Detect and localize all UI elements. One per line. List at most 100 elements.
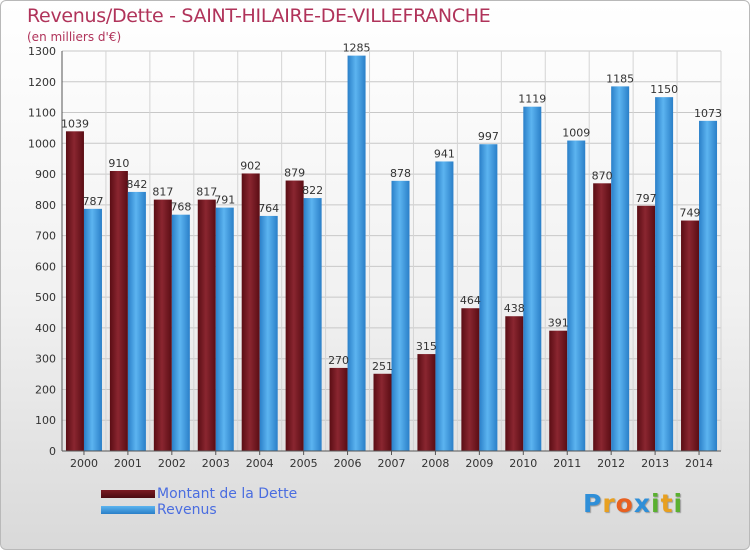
data-label-dette: 902 (240, 159, 261, 172)
x-tick-label: 2006 (334, 457, 362, 470)
data-label-revenus: 822 (302, 184, 323, 197)
bar-dette (197, 199, 216, 451)
bar-dette (373, 373, 392, 451)
y-tick-label: 100 (35, 414, 56, 427)
legend-item-revenus: Revenus (101, 502, 297, 518)
x-tick-label: 2008 (421, 457, 449, 470)
data-label-revenus: 1009 (562, 127, 590, 140)
data-label-revenus: 1185 (606, 72, 634, 85)
x-tick-label: 2004 (246, 457, 274, 470)
bar-dette (681, 220, 700, 451)
data-label-dette: 879 (284, 167, 305, 180)
x-tick-label: 2009 (465, 457, 493, 470)
data-label-dette: 910 (108, 157, 129, 170)
bar-dette (329, 367, 348, 451)
bar-dette (153, 199, 172, 451)
bar-revenus (523, 106, 542, 451)
data-label-dette: 870 (592, 169, 613, 182)
bar-revenus (347, 55, 366, 451)
bar-dette (505, 316, 524, 451)
data-label-dette: 817 (196, 186, 217, 199)
x-tick-label: 2003 (202, 457, 230, 470)
bar-revenus (699, 120, 718, 451)
data-label-revenus: 997 (478, 130, 499, 143)
y-tick-label: 500 (35, 291, 56, 304)
bar-dette (461, 308, 480, 451)
legend-label-dette: Montant de la Dette (157, 486, 298, 502)
data-label-revenus: 878 (390, 167, 411, 180)
data-label-dette: 270 (328, 354, 349, 367)
y-tick-label: 300 (35, 353, 56, 366)
data-label-revenus: 1119 (518, 93, 546, 106)
bar-dette (417, 354, 436, 451)
x-tick-label: 2002 (158, 457, 186, 470)
bar-dette (109, 171, 128, 451)
data-label-dette: 251 (372, 360, 393, 373)
bar-revenus (391, 180, 410, 451)
y-tick-label: 900 (35, 168, 56, 181)
bar-revenus (435, 161, 454, 451)
proxiti-logo: Proxiti (583, 489, 684, 518)
data-label-dette: 315 (416, 340, 437, 353)
data-label-dette: 817 (152, 186, 173, 199)
y-tick-label: 700 (35, 230, 56, 243)
x-tick-label: 2011 (553, 457, 581, 470)
x-tick-label: 2013 (641, 457, 669, 470)
x-tick-label: 2014 (685, 457, 713, 470)
data-label-revenus: 1150 (650, 83, 678, 96)
x-tick-label: 2001 (114, 457, 142, 470)
x-tick-label: 2005 (290, 457, 318, 470)
data-label-revenus: 941 (434, 147, 455, 160)
y-tick-label: 1200 (28, 76, 56, 89)
bar-revenus (655, 97, 674, 452)
legend-item-dette: Montant de la Dette (101, 486, 297, 502)
y-tick-label: 600 (35, 260, 56, 273)
y-tick-label: 400 (35, 322, 56, 335)
data-label-revenus: 787 (82, 195, 103, 208)
bar-dette (65, 131, 84, 452)
bar-dette (285, 180, 304, 452)
data-label-dette: 464 (460, 294, 481, 307)
y-tick-label: 200 (35, 383, 56, 396)
x-tick-label: 2010 (509, 457, 537, 470)
x-tick-label: 2007 (378, 457, 406, 470)
y-tick-label: 0 (49, 445, 56, 458)
chart-subtitle: (en milliers d'€) (27, 30, 122, 44)
bar-revenus (259, 215, 278, 451)
y-tick-label: 1100 (28, 107, 56, 120)
x-tick-label: 2000 (70, 457, 98, 470)
legend-label-revenus: Revenus (157, 502, 217, 518)
data-label-dette: 797 (636, 192, 657, 205)
legend-swatch-revenus (101, 506, 155, 514)
bar-dette (637, 205, 656, 451)
chart-title: Revenus/Dette - SAINT-HILAIRE-DE-VILLEFR… (27, 5, 491, 27)
data-label-revenus: 1285 (343, 42, 371, 55)
data-label-dette: 749 (680, 207, 701, 220)
bar-revenus (127, 191, 146, 451)
legend-swatch-dette (101, 490, 155, 498)
y-tick-label: 800 (35, 199, 56, 212)
data-label-revenus: 1073 (694, 107, 722, 120)
bar-dette (549, 330, 568, 451)
data-label-dette: 438 (504, 302, 525, 315)
legend: Montant de la Dette Revenus (101, 486, 297, 518)
data-label-revenus: 768 (170, 201, 191, 214)
data-label-dette: 391 (548, 317, 569, 330)
bar-revenus (567, 140, 586, 452)
data-label-revenus: 764 (258, 202, 279, 215)
bar-dette (241, 173, 260, 451)
bar-revenus (479, 144, 498, 451)
bar-dette (593, 183, 612, 452)
y-tick-label: 1000 (28, 137, 56, 150)
bar-revenus (83, 208, 102, 451)
x-tick-label: 2012 (597, 457, 625, 470)
bar-revenus (303, 198, 322, 451)
data-label-dette: 1039 (61, 117, 89, 130)
data-label-revenus: 842 (126, 178, 147, 191)
y-tick-label: 1300 (28, 45, 56, 58)
bar-revenus (611, 86, 630, 451)
bar-revenus (215, 207, 234, 451)
bar-revenus (171, 214, 190, 451)
